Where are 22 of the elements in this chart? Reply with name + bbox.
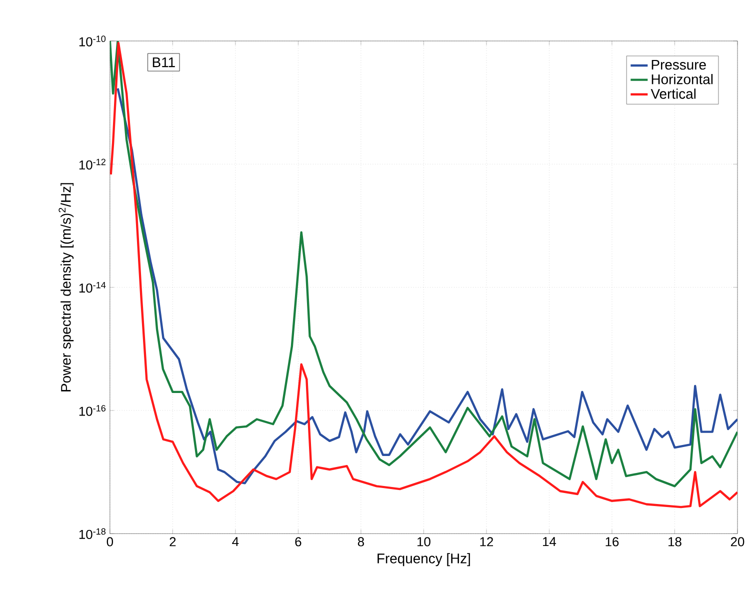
y-tick-label: 10$^{-16}$ xyxy=(79,405,106,416)
y-tick-label: 10$^{-12}$ xyxy=(79,158,106,170)
x-tick-label: 10 xyxy=(417,537,430,547)
x-tick-label: 8 xyxy=(358,537,364,547)
legend-label: Vertical xyxy=(650,88,696,100)
x-tick-label: 20 xyxy=(730,537,744,547)
x-tick-label: 0 xyxy=(106,537,114,547)
y-tick-label: 10$^{-18}$ xyxy=(79,528,106,540)
y-tick-label: 10$^{-10}$ xyxy=(79,36,106,47)
legend-label: Horizontal xyxy=(652,74,713,84)
x-tick-label: 16 xyxy=(606,537,619,547)
x-tick-label: 14 xyxy=(543,537,556,546)
x-tick-label: 12 xyxy=(480,537,494,546)
annotation: B11 xyxy=(152,58,175,68)
x-axis-title: Frequency [Hz] xyxy=(378,553,470,566)
x-tick-label: 6 xyxy=(295,537,302,547)
y-axis-title: Power spectral density [(m/s)$^{2}$/Hz] xyxy=(58,183,74,392)
x-tick-label: 4 xyxy=(232,537,239,546)
x-tick-label: 18 xyxy=(668,537,682,547)
legend-label: Pressure xyxy=(652,60,706,70)
x-tick-label: 2 xyxy=(170,537,176,546)
y-tick-label: 10$^{-14}$ xyxy=(79,282,106,293)
